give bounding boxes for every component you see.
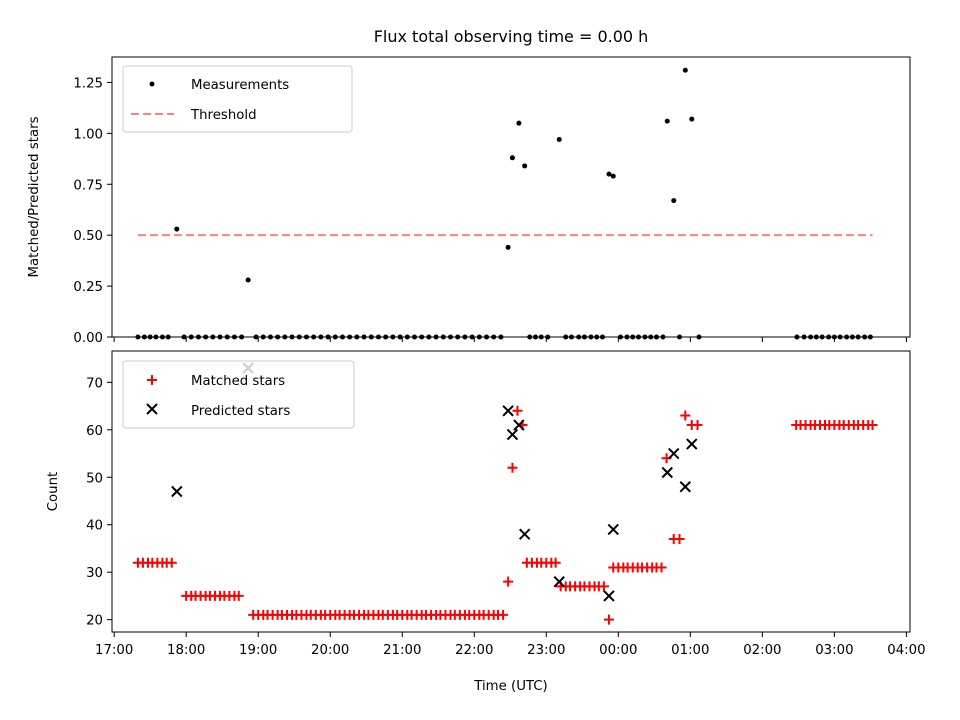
top-axes-frame: [111, 56, 911, 338]
bottom-panel-counts: 20 30 40 50 60 70 17:00 18:00 19:00 20:00 21:00 22:…: [46, 350, 926, 694]
bottom-y-axis-label: Count: [46, 472, 61, 512]
measurement-point: [606, 171, 612, 177]
matched-star-point: [598, 581, 609, 592]
matched-star-point: [503, 576, 514, 587]
legend-matched-marker: [147, 375, 157, 385]
top-y-tick-label: 1.25: [73, 76, 103, 91]
bottom-legend-box: [122, 360, 355, 429]
measurement-point: [522, 163, 528, 169]
legend-threshold-label: Threshold: [190, 108, 257, 123]
legend-predicted-label: Predicted stars: [191, 404, 290, 419]
x-tick-label: 23:00: [527, 643, 565, 658]
matched-star-point: [656, 562, 667, 573]
predicted-star-point: [603, 590, 615, 602]
measurement-point: [671, 198, 677, 204]
top-legend-box: [122, 65, 353, 133]
top-y-tick-label: 0.50: [73, 229, 103, 244]
matched-star-point: [692, 420, 703, 431]
measurement-point: [610, 173, 616, 179]
legend-matched-label: Matched stars: [191, 374, 285, 389]
x-tick-label: 21:00: [383, 643, 421, 658]
matched-star-point: [550, 557, 561, 568]
top-y-tick-label: 0.75: [73, 178, 103, 193]
matched-star-point: [498, 609, 509, 620]
bottom-y-tick-label: 50: [86, 471, 103, 486]
legend-measurements-marker: [149, 81, 155, 87]
legend-measurements-label: Measurements: [191, 78, 289, 93]
predicted-star-point: [661, 466, 673, 479]
predicted-star-point: [171, 485, 183, 498]
bottom-y-tick-label: 60: [86, 424, 103, 439]
top-y-tick-label: 0.00: [73, 331, 103, 346]
x-tick-label: 19:00: [239, 643, 277, 658]
top-y-tick-label: 0.25: [73, 280, 103, 295]
matched-star-point: [603, 614, 614, 625]
predicted-star-point: [668, 447, 680, 460]
measurement-point: [556, 136, 562, 142]
measurement-point: [245, 277, 251, 283]
bottom-legend: Matched stars Predicted stars: [122, 360, 355, 429]
bottom-y-tick-label: 70: [86, 376, 103, 391]
bottom-axes-frame: [111, 350, 911, 633]
predicted-star-point: [502, 405, 514, 417]
x-axis-label: Time (UTC): [473, 679, 548, 694]
predicted-star-point: [518, 528, 531, 540]
x-tick-label: 03:00: [815, 643, 853, 658]
top-y-axis-label: Matched/Predicted stars: [27, 116, 42, 277]
x-tick-label: 22:00: [455, 643, 493, 658]
measurement-point: [516, 120, 522, 126]
matched-star-point: [166, 557, 177, 568]
x-tick-label: 18:00: [167, 643, 205, 658]
measurement-point: [505, 244, 511, 250]
predicted-star-point: [679, 481, 691, 493]
x-tick-label: 01:00: [671, 643, 709, 658]
predicted-star-point: [506, 428, 519, 441]
bottom-y-tick-label: 30: [86, 566, 103, 581]
measurement-point: [664, 118, 670, 124]
bottom-y-tick-label: 20: [86, 614, 103, 629]
matched-star-point: [867, 420, 878, 431]
chart-title: Flux total observing time = 0.00 h: [374, 27, 649, 46]
predicted-star-point: [553, 575, 565, 588]
x-tick-label: 02:00: [743, 643, 781, 658]
measurement-point: [509, 155, 515, 161]
x-tick-label: 20:00: [311, 643, 349, 658]
measurement-point: [174, 226, 180, 232]
x-tick-label: 17:00: [95, 643, 133, 658]
predicted-star-point: [607, 523, 619, 536]
top-legend: Measurements Threshold: [122, 65, 353, 133]
matched-star-point: [233, 590, 244, 601]
legend-predicted-marker: [146, 403, 158, 415]
x-tick-label: 00:00: [599, 643, 637, 658]
x-tick-label: 04:00: [887, 643, 925, 658]
predicted-star-point: [686, 438, 698, 450]
top-panel-measurements: 0.00 0.25 0.50 0.75 1.00 1.25 Matched/Predicte…: [27, 56, 911, 346]
measurement-point: [689, 116, 695, 122]
bottom-y-tick-label: 40: [86, 519, 103, 534]
matched-star-point: [507, 462, 518, 473]
matched-star-point: [512, 405, 523, 416]
matched-star-point: [680, 410, 691, 421]
matched-star-point: [674, 533, 685, 544]
predicted-star-point: [513, 419, 525, 431]
top-y-tick-label: 1.00: [73, 127, 103, 142]
measurement-point: [682, 67, 688, 73]
